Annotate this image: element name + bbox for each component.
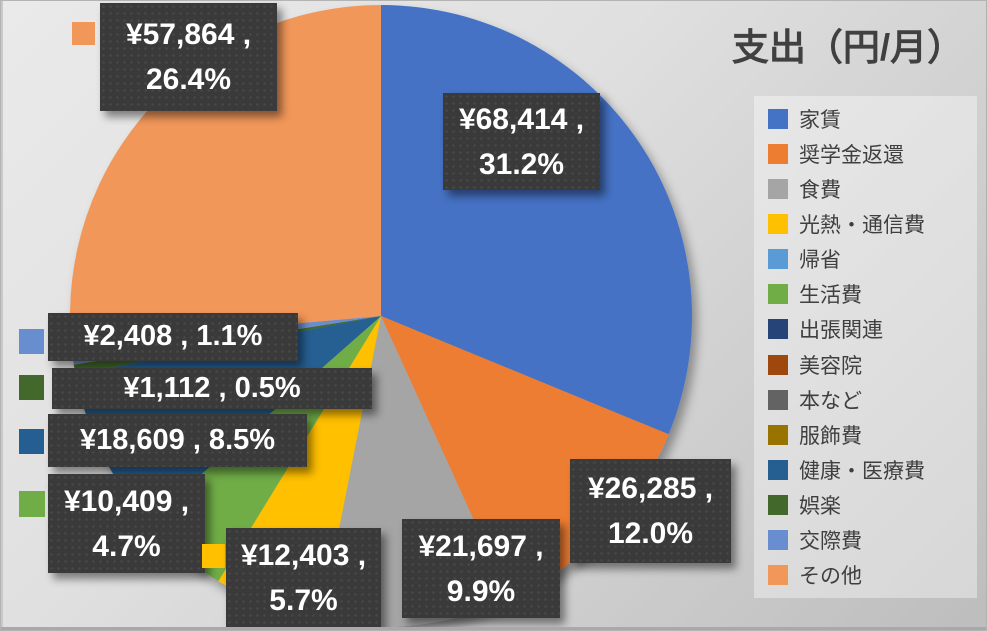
data-label-scholarship-repayment-percent: 12.0% [607,517,694,550]
legend-swatch-other [768,565,788,586]
legend-swatch-living-expenses [768,284,788,305]
legend-label-social: 交際費 [799,530,862,554]
legend-item-other: その他 [768,560,977,590]
legend-key-other [72,22,95,45]
legend-item-health-medical: 健康・医療費 [768,455,977,485]
legend-label-utilities-communication: 光熱・通信費 [799,213,925,237]
legend-key-social [19,329,44,354]
legend-key-living-expenses [19,491,45,517]
legend-label-other: その他 [799,565,862,589]
legend-swatch-utilities-communication [768,213,788,234]
legend-swatch-entertainment [768,495,788,516]
legend-label-rent: 家賃 [799,108,841,132]
data-label-food-percent: 9.9% [446,574,516,608]
legend-label-books: 本など [799,389,862,413]
legend-swatch-health-medical [768,459,788,480]
legend-key-entertainment [19,375,44,400]
legend-item-books: 本など [768,385,977,415]
data-label-rent: ¥68,414 , 31.2% [443,93,600,190]
data-label-utilities-communication: ¥12,403 , 5.7% [226,528,381,627]
data-label-food: ¥21,697 , 9.9% [402,519,560,618]
legend-item-business-trip: 出張関連 [768,314,977,344]
data-label-rent-percent: 31.2% [478,147,565,181]
legend-label-living-expenses: 生活費 [799,284,862,308]
legend: 家賃 奨学金返還 食費 光熱・通信費 帰省 生活費 出張関連 美容院 本など 服… [754,96,977,598]
legend-label-hair-salon: 美容院 [799,354,862,378]
legend-key-utilities-communication [202,544,225,568]
legend-item-entertainment: 娯楽 [768,490,977,520]
legend-swatch-clothing [768,424,788,445]
data-label-living-expenses-value: ¥10,409 , [63,484,190,518]
data-label-social: ¥2,408 , 1.1% [48,313,298,361]
chart-title: 支出（円/月） [731,27,965,68]
legend-label-clothing: 服飾費 [799,424,862,448]
legend-swatch-food [768,178,788,199]
legend-swatch-business-trip [768,319,788,340]
data-label-food-value: ¥21,697 , [418,529,544,563]
legend-label-health-medical: 健康・医療費 [799,459,925,483]
data-label-utilities-communication-value: ¥12,403 , [240,538,367,572]
legend-item-clothing: 服飾費 [768,420,977,450]
legend-label-business-trip: 出張関連 [799,319,883,343]
legend-item-living-expenses: 生活費 [768,279,977,309]
legend-swatch-books [768,389,788,410]
legend-swatch-scholarship-repayment [768,143,788,164]
legend-item-scholarship-repayment: 奨学金返還 [768,139,977,169]
legend-label-food: 食費 [799,178,841,202]
legend-item-food: 食費 [768,174,977,204]
data-label-health-medical: ¥18,609 , 8.5% [48,414,307,467]
chart-left-edge [0,0,3,631]
data-label-scholarship-repayment-value: ¥26,285 , [587,472,714,505]
legend-item-social: 交際費 [768,525,977,555]
legend-label-homecoming: 帰省 [799,249,841,273]
legend-swatch-rent [768,108,788,129]
legend-item-rent: 家賃 [768,104,977,134]
legend-swatch-social [768,530,788,551]
data-label-other-value: ¥57,864 , [125,18,252,51]
legend-key-health-medical [19,429,44,454]
legend-item-homecoming: 帰省 [768,244,977,274]
data-label-living-expenses: ¥10,409 , 4.7% [48,474,205,573]
legend-item-hair-salon: 美容院 [768,350,977,380]
legend-label-entertainment: 娯楽 [799,495,841,519]
data-label-other: ¥57,864 , 26.4% [100,3,277,111]
data-label-scholarship-repayment: ¥26,285 , 12.0% [570,459,731,563]
data-label-utilities-communication-percent: 5.7% [269,583,338,617]
legend-swatch-hair-salon [768,354,788,375]
legend-item-utilities-communication: 光熱・通信費 [768,209,977,239]
legend-swatch-homecoming [768,249,788,270]
data-label-entertainment: ¥1,112 , 0.5% [52,368,372,409]
chart-bottom-edge [0,627,987,631]
data-label-other-percent: 26.4% [145,63,232,96]
legend-label-scholarship-repayment: 奨学金返還 [799,143,904,167]
data-label-living-expenses-percent: 4.7% [92,529,161,563]
pie-slice-その他 [70,5,381,344]
data-label-rent-value: ¥68,414 , [458,102,585,136]
